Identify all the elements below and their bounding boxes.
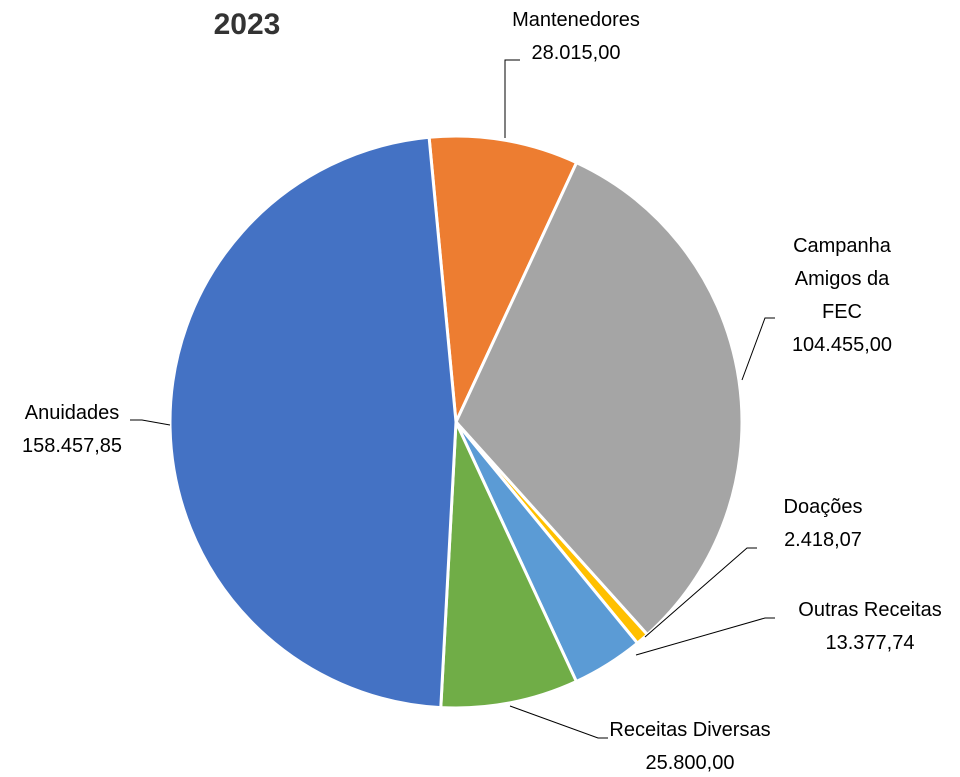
leader-line: [644, 547, 757, 638]
value-label: 28.015,00: [531, 42, 621, 64]
pie-slice: [439, 421, 579, 710]
category-label: Anuidades: [24, 402, 120, 424]
category-label: Receitas Diversas: [609, 719, 771, 741]
category-label: Mantenedores: [512, 9, 640, 31]
value-label: 104.455,00: [791, 334, 893, 356]
pie-slice: [427, 134, 579, 428]
category-label: Outras Receitas: [798, 599, 942, 621]
leader-line: [741, 317, 775, 381]
value-label: 158.457,85: [21, 435, 123, 457]
data-label: Outras Receitas 13.377,74: [798, 594, 941, 660]
value-label: 13.377,74: [825, 632, 915, 654]
pie-slice: [168, 135, 458, 710]
data-label: Receitas Diversas 25.800,00: [609, 714, 770, 777]
category-label: Doações: [783, 496, 863, 518]
chart-title: 2023: [213, 8, 281, 41]
category-label: Campanha Amigos da FEC: [793, 235, 891, 323]
value-label: 25.800,00: [645, 752, 735, 774]
leader-line: [635, 617, 775, 656]
leader-line: [509, 705, 608, 739]
leader-line: [130, 419, 171, 426]
value-label: 2.418,07: [784, 529, 862, 551]
data-label: Campanha Amigos da FEC 104.455,00: [772, 230, 912, 362]
leader-line: [504, 59, 520, 138]
data-label: Anuidades 158.457,85: [22, 397, 122, 463]
data-label: Mantenedores 28.015,00: [512, 4, 640, 70]
pie-slice: [454, 160, 744, 637]
data-label: Doações 2.418,07: [784, 491, 863, 557]
